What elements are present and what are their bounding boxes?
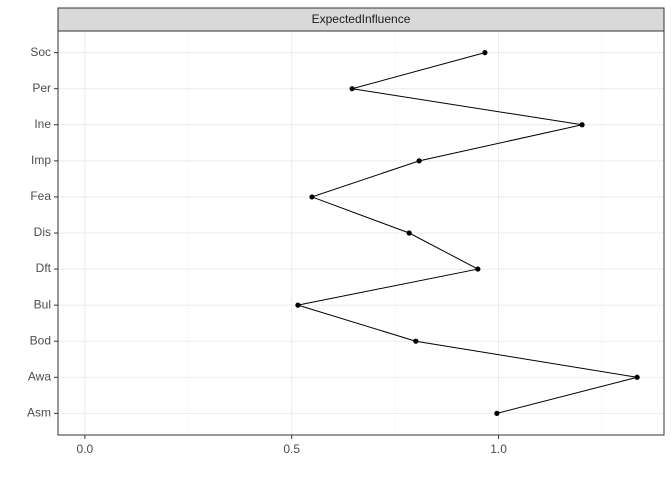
point [482, 50, 488, 56]
point [406, 230, 412, 236]
chart-title: ExpectedInfluence [312, 12, 411, 26]
y-tick-label: Awa [28, 369, 51, 383]
y-tick-label: Asm [27, 406, 51, 420]
x-tick-label: 0.0 [77, 442, 94, 456]
y-tick-label: Per [32, 81, 51, 95]
x-tick-label: 0.5 [283, 442, 300, 456]
y-tick-label: Fea [30, 189, 51, 203]
point [494, 410, 500, 416]
point [349, 86, 355, 92]
y-tick-label: Bod [30, 333, 51, 347]
x-tick-label: 1.0 [490, 442, 507, 456]
point [309, 194, 315, 200]
y-tick-label: Dis [34, 225, 51, 239]
panel-border [57, 30, 665, 436]
point [634, 374, 640, 380]
y-tick-label: Dft [36, 261, 52, 275]
y-tick-label: Bul [34, 297, 51, 311]
point [413, 338, 419, 344]
y-tick-label: Soc [30, 45, 51, 59]
point [295, 302, 301, 308]
point [475, 266, 481, 272]
point [579, 122, 585, 128]
point [416, 158, 422, 164]
y-tick-label: Ine [34, 117, 51, 131]
y-tick-label: Imp [31, 153, 51, 167]
